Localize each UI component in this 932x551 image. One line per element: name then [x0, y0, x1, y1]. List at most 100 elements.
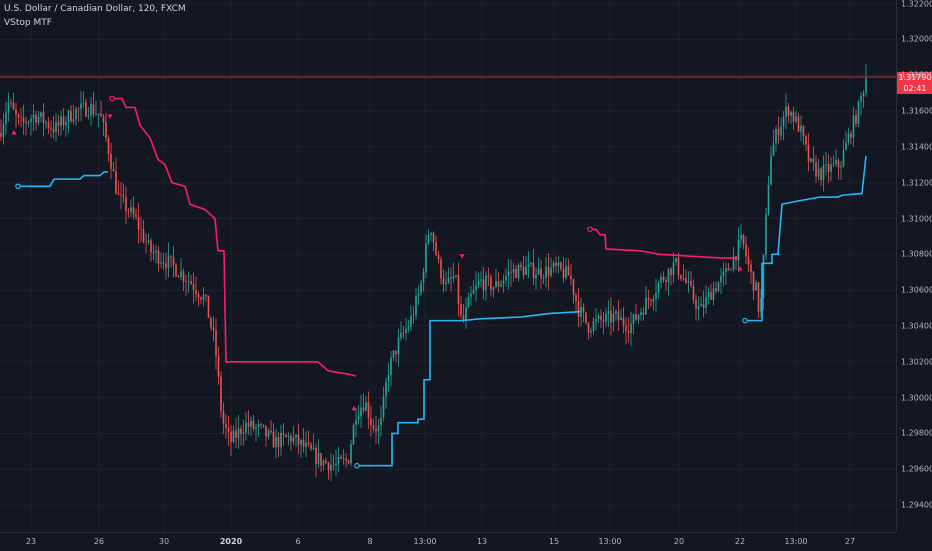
candle-body: [802, 125, 805, 137]
price-axis[interactable]: 1.31790 02:41 1.32200 1.32000 1.31800 1.316…: [896, 0, 932, 532]
candle-body: [620, 317, 622, 321]
candle-body: [435, 242, 437, 255]
candle-body: [137, 217, 140, 230]
candle-body: [217, 355, 220, 377]
candle-body: [535, 274, 537, 279]
y-tick-label: 1.29400: [901, 500, 932, 510]
candle-body: [72, 119, 75, 122]
candle-body: [700, 304, 702, 307]
candle-body: [227, 428, 230, 432]
candle-body: [375, 428, 377, 432]
candle-body: [342, 458, 345, 460]
candle-body: [627, 331, 630, 333]
candle-body: [767, 184, 770, 215]
grid-lines: [0, 0, 896, 532]
candle-body: [455, 275, 457, 277]
candle-body: [200, 297, 202, 300]
candle-body: [720, 275, 722, 283]
candle-body: [807, 144, 810, 162]
candle-body: [127, 211, 130, 213]
candle-body: [40, 112, 42, 118]
candle-body: [672, 262, 675, 275]
candle-body: [592, 321, 595, 331]
candle-body: [460, 304, 462, 316]
y-tick-label: 1.32200: [901, 0, 932, 9]
candle-body: [85, 102, 87, 117]
x-tick-label: 13:00: [784, 537, 808, 546]
candle-body: [222, 410, 225, 424]
candle-body: [107, 137, 110, 154]
candle-body: [540, 268, 542, 279]
vstop-up-line: [357, 310, 581, 467]
candle-body: [600, 315, 602, 320]
vstop-down-line: [590, 228, 738, 259]
candle-body: [475, 285, 477, 290]
candle-body: [330, 464, 332, 471]
candle-body: [610, 310, 612, 323]
candle-body: [135, 214, 137, 218]
candle-body: [450, 277, 452, 279]
candle-body: [325, 460, 327, 463]
candle-body: [670, 268, 672, 275]
candle-body: [507, 271, 510, 277]
candle-body: [82, 102, 85, 104]
candle-body: [247, 422, 250, 427]
candle-body: [760, 298, 762, 312]
candle-body: [220, 376, 222, 411]
time-axis[interactable]: 23 26 30 2020 6 8 13:00 13 15 13:00 20 22 13:00 27: [0, 532, 896, 551]
candle-body: [272, 431, 275, 448]
symbol-title[interactable]: U.S. Dollar / Canadian Dollar, 120, FXCM: [4, 4, 186, 14]
candle-body: [117, 193, 120, 195]
candle-body: [252, 420, 255, 429]
candle-body: [615, 311, 617, 314]
candle-body: [415, 296, 417, 316]
candle-body: [587, 322, 590, 333]
candle-body: [22, 117, 25, 122]
indicator-label[interactable]: VStop MTF: [4, 18, 52, 28]
candle-body: [170, 255, 172, 257]
candle-body: [412, 315, 415, 316]
candle-body: [322, 460, 325, 466]
candle-body: [152, 252, 155, 254]
candle-body: [102, 116, 105, 123]
candle-body: [262, 424, 265, 427]
candle-body: [502, 280, 505, 284]
signal-triangle-up: [11, 130, 17, 135]
candle-body: [5, 112, 7, 124]
candle-body: [625, 325, 627, 332]
vstop-down-line: [112, 97, 357, 377]
candle-body: [67, 110, 70, 122]
candle-body: [360, 407, 362, 417]
candle-body: [387, 374, 390, 383]
candle-body: [827, 163, 830, 172]
candle-body: [775, 129, 777, 144]
candle-body: [595, 318, 597, 322]
candle-body: [715, 288, 717, 292]
candle-body: [837, 160, 840, 168]
candle-body: [847, 133, 850, 143]
candle-body: [115, 171, 117, 194]
candle-body: [32, 114, 35, 119]
candle-body: [255, 427, 257, 429]
signal-triangle-up: [351, 405, 357, 411]
candle-body: [352, 424, 355, 445]
candle-body: [690, 280, 692, 286]
candle-body: [12, 102, 15, 110]
candle-body: [655, 292, 657, 299]
candle-body: [545, 266, 547, 279]
candle-body: [167, 255, 170, 268]
candle-body: [515, 269, 517, 279]
candle-body: [392, 350, 395, 358]
candle-body: [397, 337, 400, 355]
candle-body: [405, 328, 407, 334]
candle-body: [60, 116, 62, 126]
candle-body: [635, 314, 637, 320]
candle-body: [260, 424, 262, 425]
candle-body: [77, 108, 80, 110]
candle-body: [495, 281, 497, 288]
candle-body: [840, 166, 842, 168]
candle-body: [57, 122, 60, 126]
candle-body: [755, 282, 757, 291]
candle-body: [70, 110, 72, 122]
